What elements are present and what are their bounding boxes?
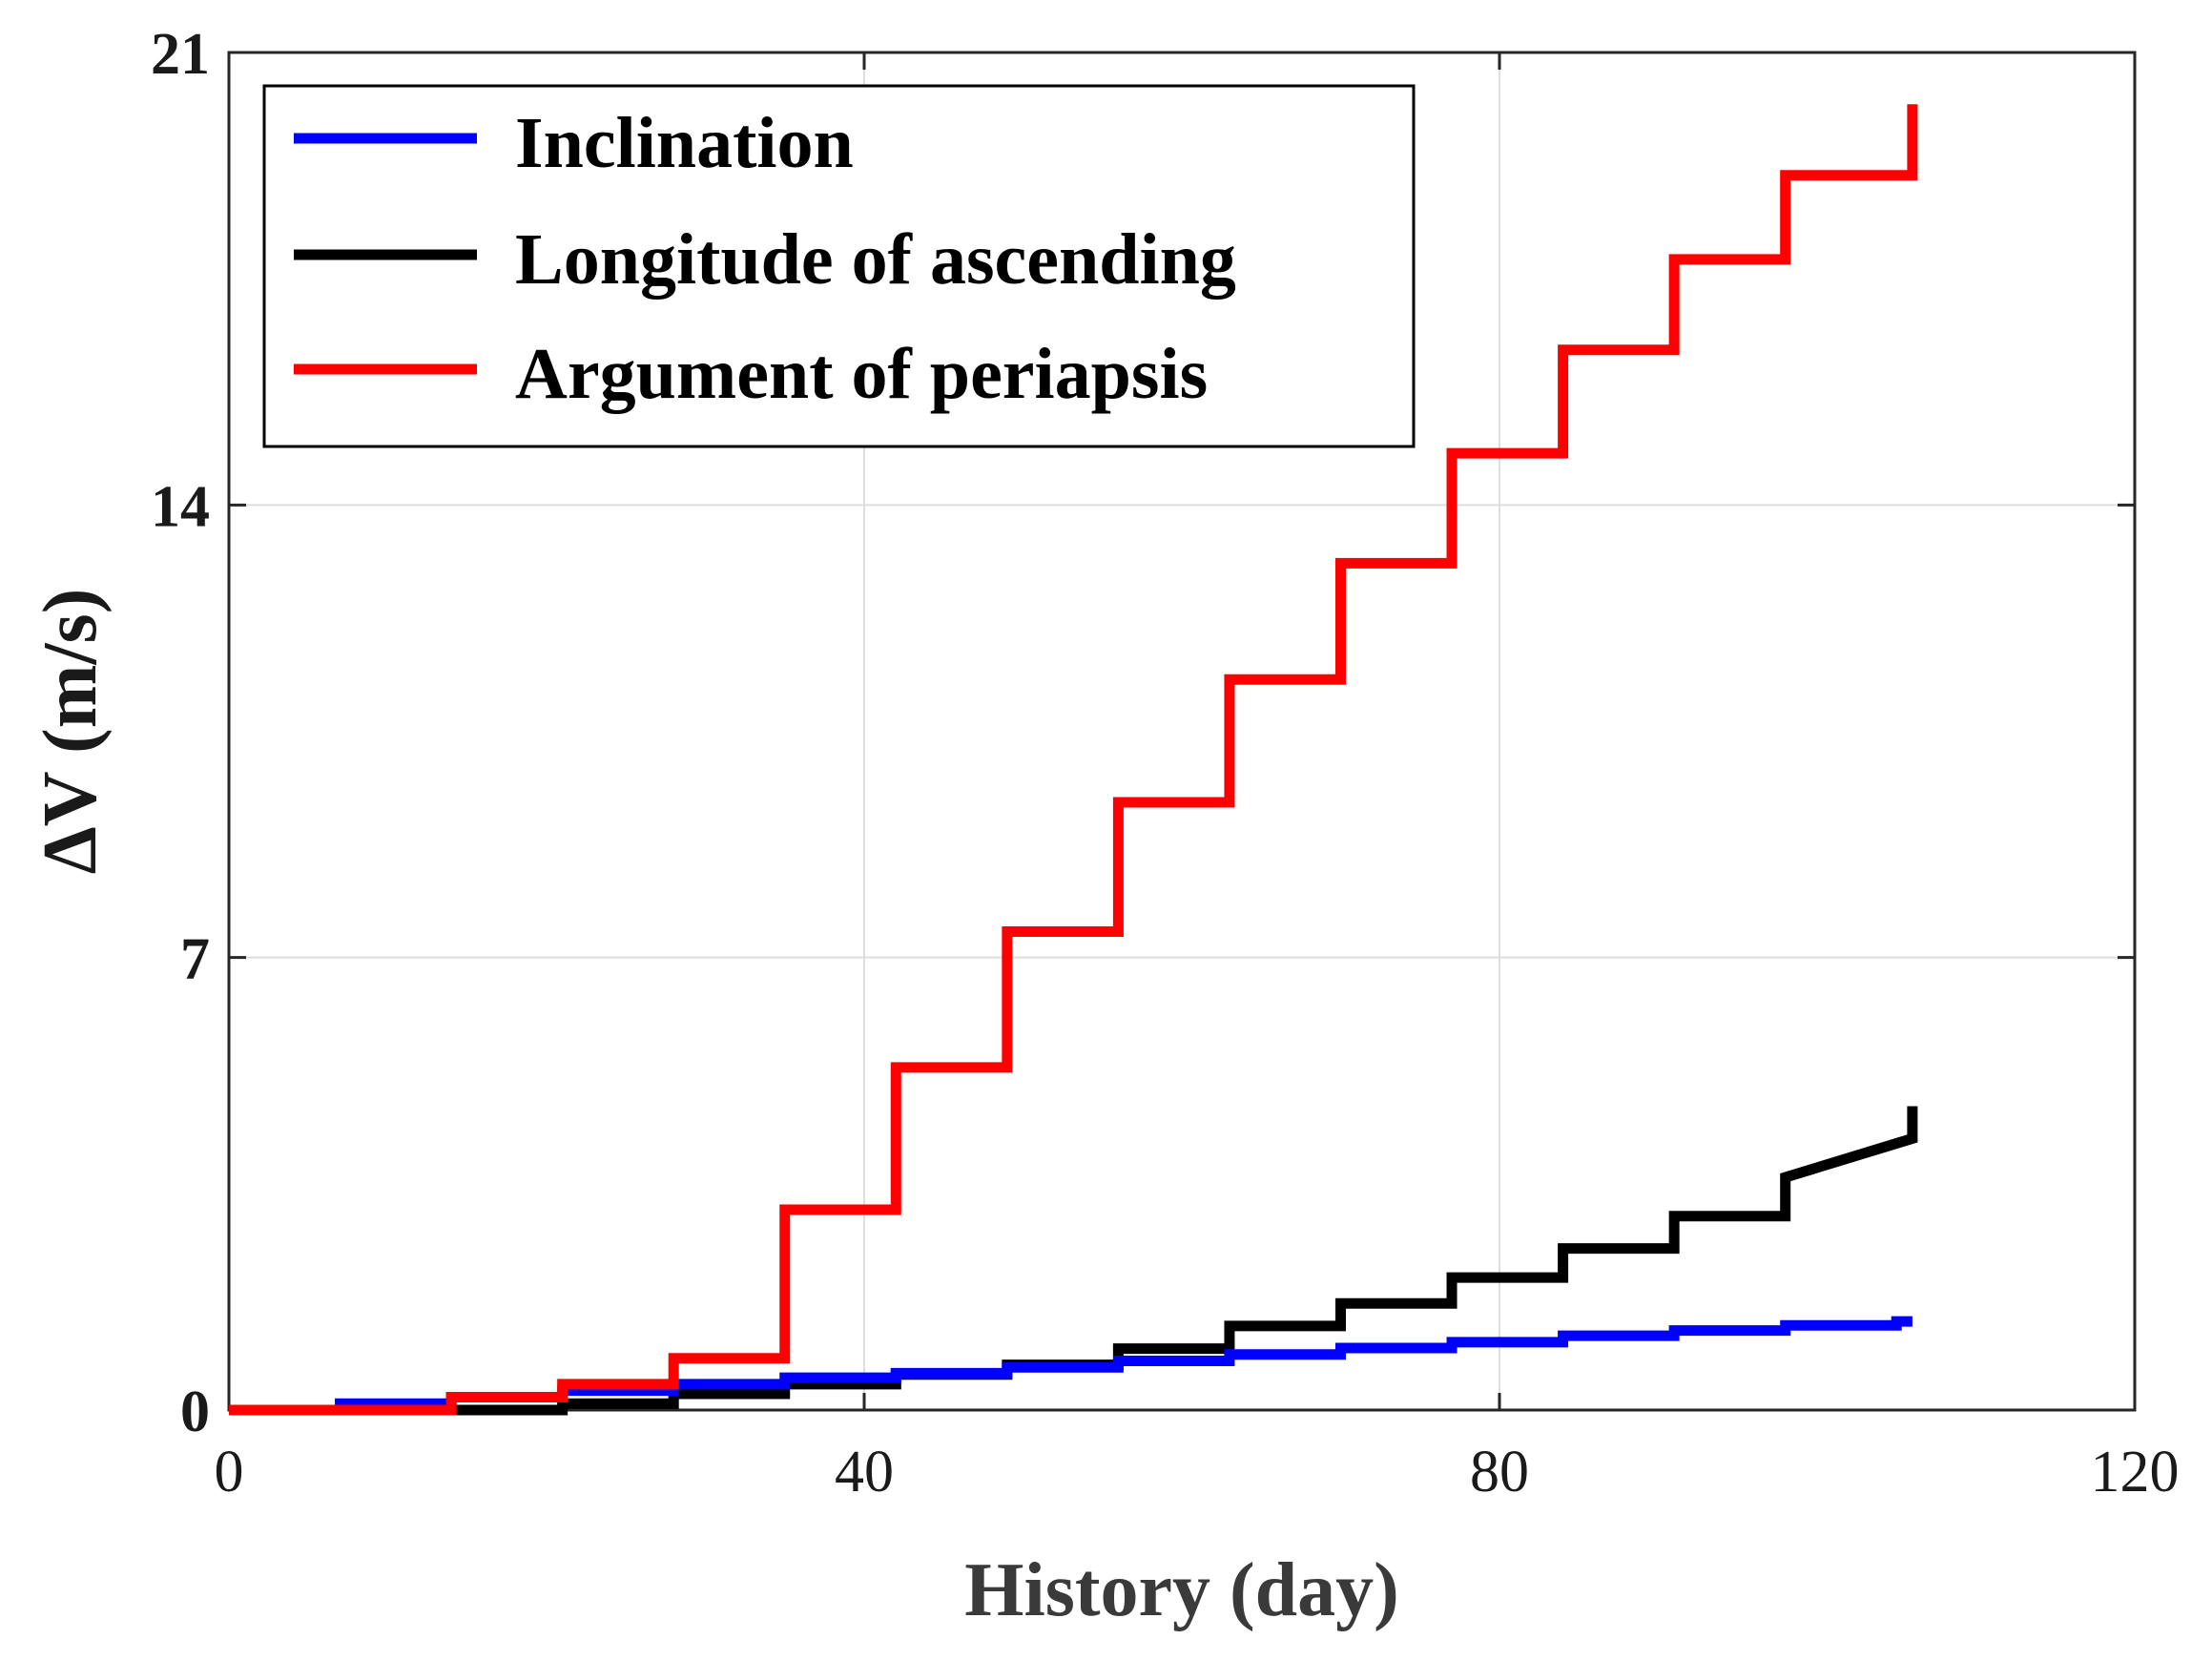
x-tick-label: 0 (215, 1440, 244, 1504)
y-tick-label: 0 (180, 1380, 210, 1444)
legend-label: Inclination (515, 103, 854, 183)
x-tick-label: 120 (2091, 1440, 2180, 1504)
y-axis-title: ΔV (m/s) (29, 589, 113, 875)
y-tick-label: 14 (151, 474, 210, 539)
legend-label: Longitude of ascending (515, 219, 1236, 300)
x-tick-labels: 0 40 80 120 (215, 1440, 2180, 1504)
series-lines (229, 104, 1918, 1416)
x-axis-title: History (day) (964, 1548, 1399, 1632)
plot-area-frame (227, 51, 2137, 1412)
y-tick-labels: 0 7 14 21 (151, 22, 210, 1444)
grid-lines (229, 52, 2135, 1410)
series-line-1 (229, 1106, 1918, 1416)
y-tick-label: 21 (151, 22, 210, 87)
legend: Inclination Longitude of ascending Argumen… (262, 84, 1416, 448)
series-line-2 (229, 104, 1918, 1416)
x-tick-label: 80 (1470, 1440, 1529, 1504)
legend-label: Argument of periapsis (515, 334, 1208, 414)
y-tick-label: 7 (180, 927, 210, 992)
legend-box (262, 84, 1416, 448)
x-tick-label: 40 (835, 1440, 894, 1504)
